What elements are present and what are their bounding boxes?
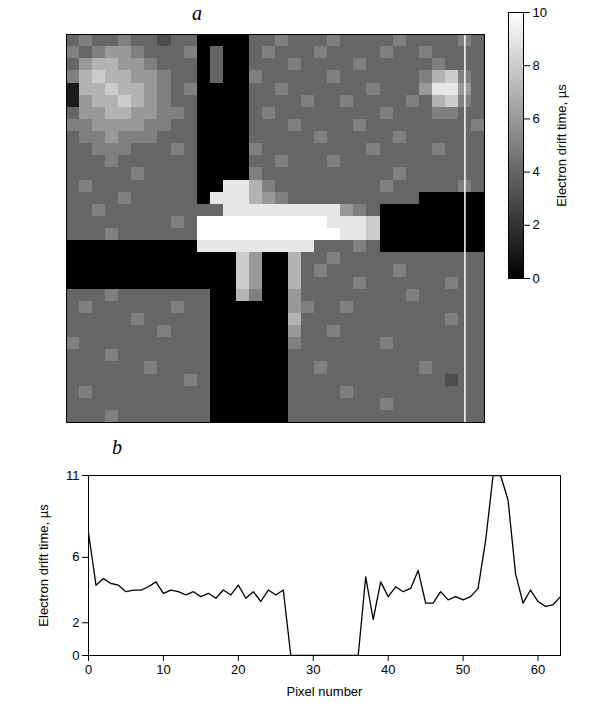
svg-text:0: 0 bbox=[533, 271, 540, 286]
svg-text:Electron drift time, µs: Electron drift time, µs bbox=[36, 504, 51, 627]
svg-text:0: 0 bbox=[72, 648, 79, 663]
svg-text:11: 11 bbox=[66, 468, 80, 483]
svg-text:Pixel number: Pixel number bbox=[287, 684, 364, 699]
svg-text:50: 50 bbox=[456, 662, 470, 677]
svg-text:40: 40 bbox=[381, 662, 395, 677]
svg-text:30: 30 bbox=[306, 662, 320, 677]
svg-text:6: 6 bbox=[72, 549, 79, 564]
svg-text:Electron drift time, µs: Electron drift time, µs bbox=[554, 84, 569, 207]
svg-text:4: 4 bbox=[533, 164, 540, 179]
html-text:b: b bbox=[112, 436, 122, 458]
svg-text:0: 0 bbox=[85, 662, 92, 677]
svg-text:10: 10 bbox=[533, 5, 547, 20]
svg-text:20: 20 bbox=[231, 662, 245, 677]
svg-text:6: 6 bbox=[533, 111, 540, 126]
svg-text:8: 8 bbox=[533, 58, 540, 73]
svg-text:60: 60 bbox=[531, 662, 545, 677]
svg-text:2: 2 bbox=[533, 217, 540, 232]
html-text:a: a bbox=[192, 2, 202, 24]
svg-text:10: 10 bbox=[156, 662, 170, 677]
svg-text:2: 2 bbox=[72, 615, 79, 630]
